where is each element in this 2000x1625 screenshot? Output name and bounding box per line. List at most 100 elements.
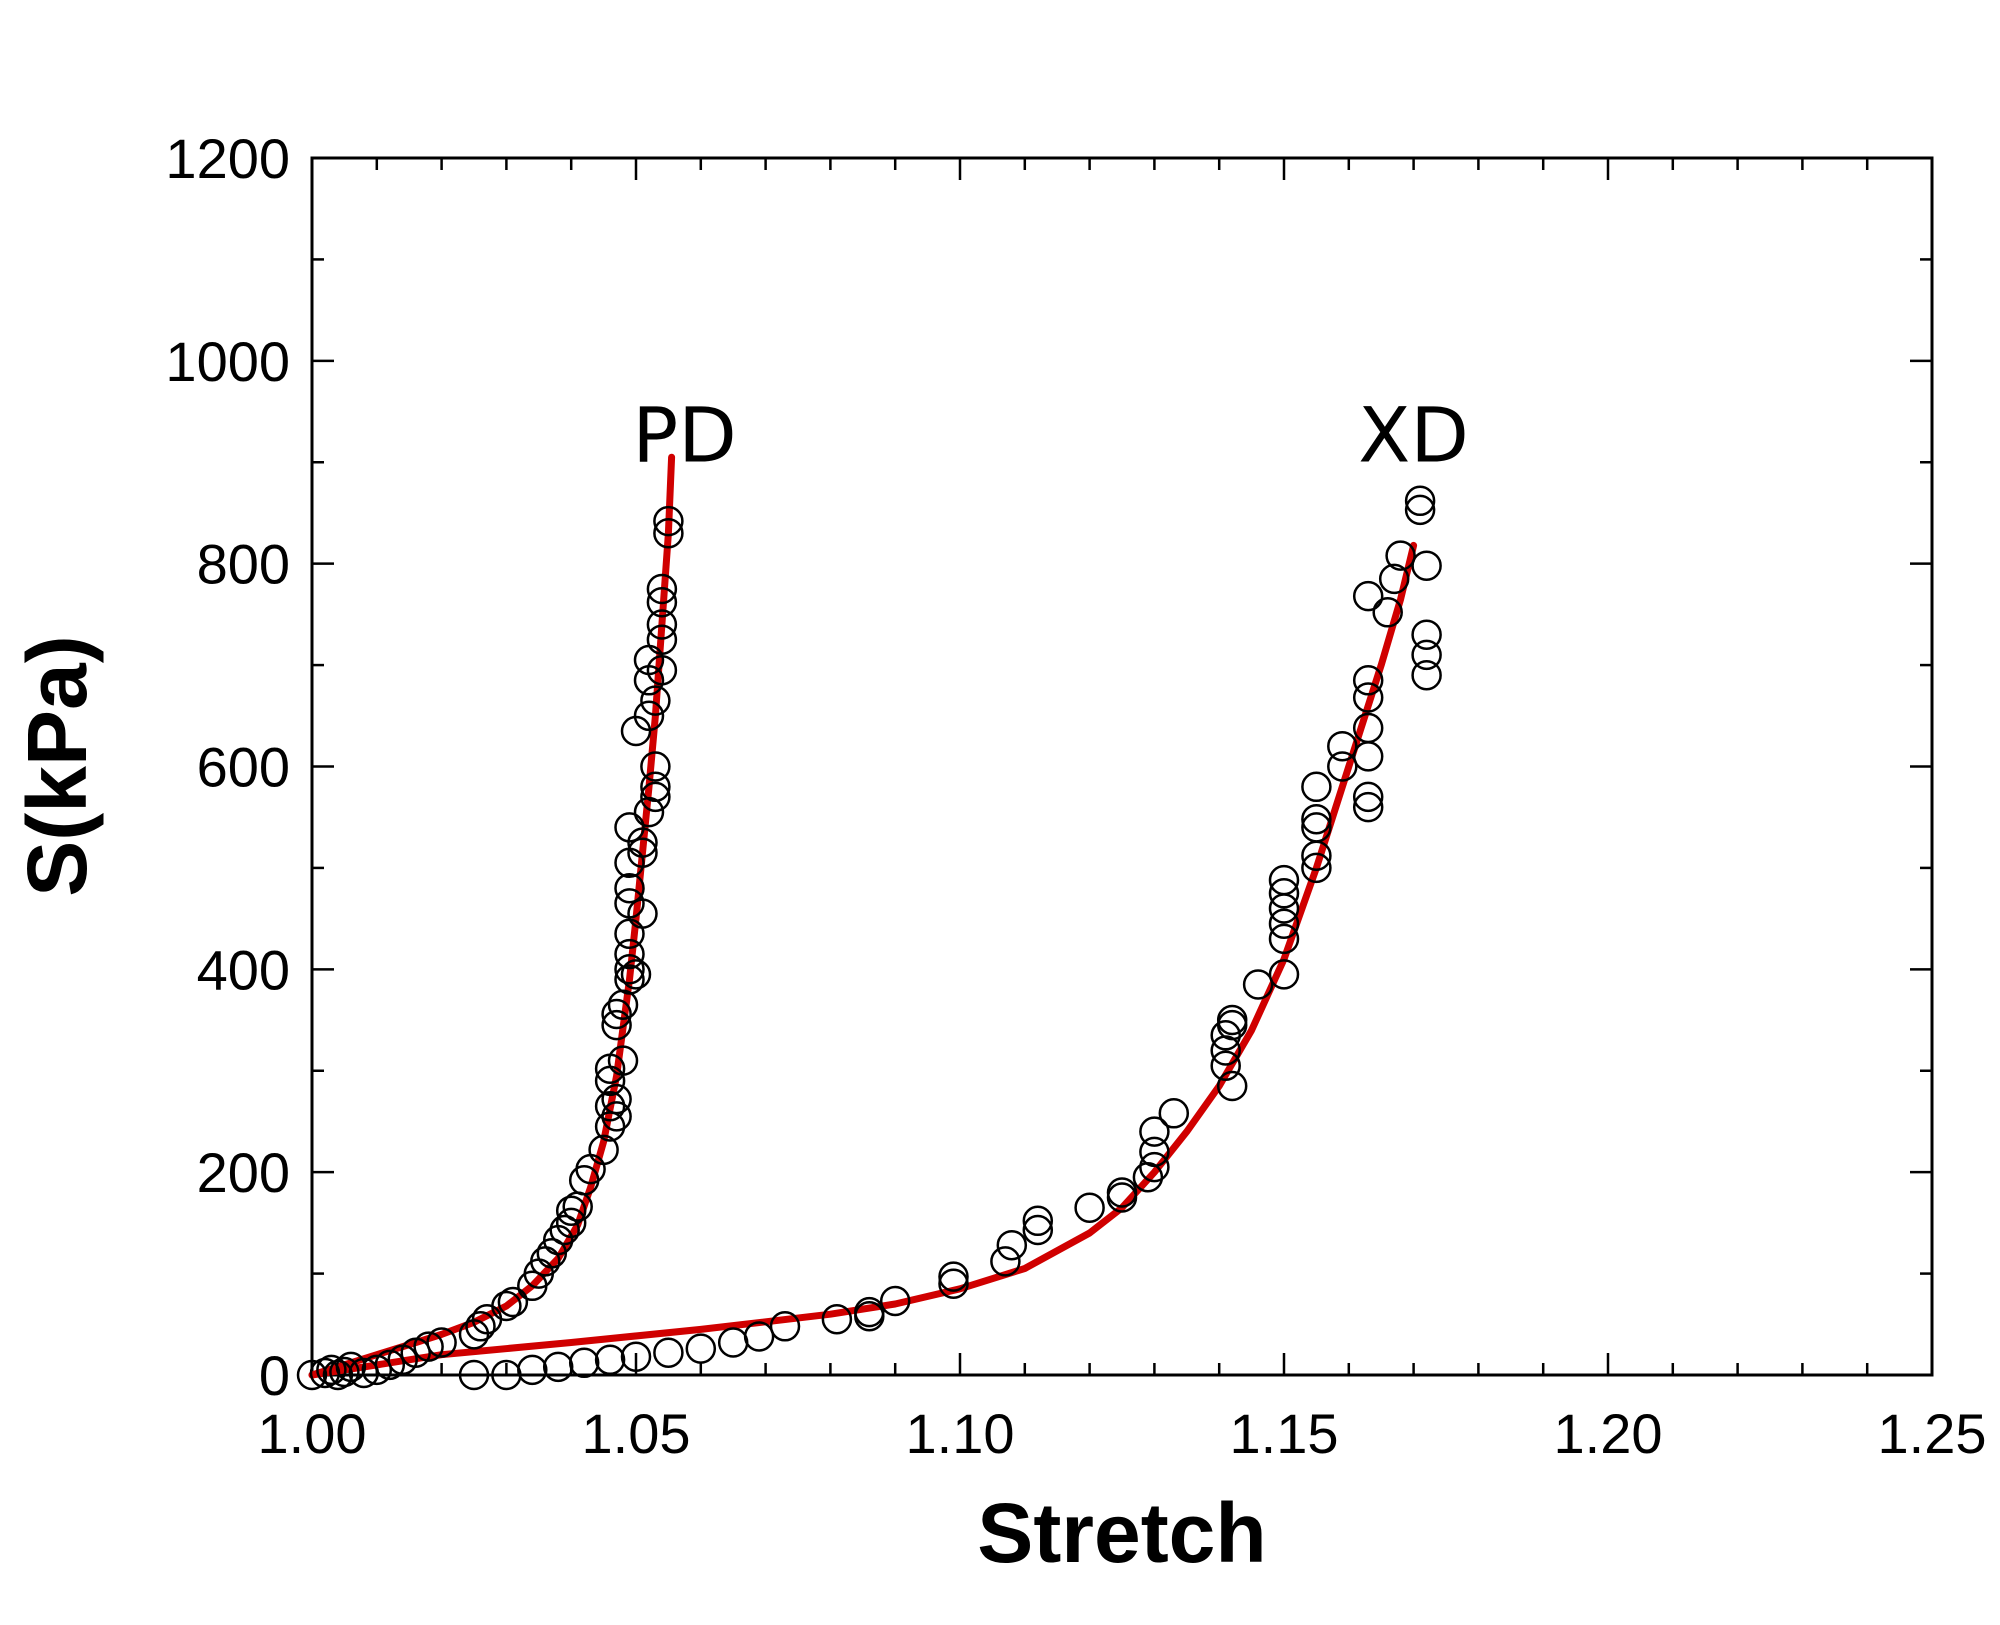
data-point-marker — [614, 938, 645, 970]
data-point-marker — [517, 1354, 548, 1386]
data-point-marker — [685, 1333, 717, 1364]
data-point-marker — [1158, 1098, 1190, 1129]
data-point-marker — [769, 1311, 801, 1342]
data-point-marker — [361, 1354, 393, 1386]
data-point-marker — [329, 1356, 360, 1388]
data-point-marker — [1301, 852, 1332, 884]
data-point-marker — [821, 1303, 853, 1335]
y-tick-label: 0 — [259, 1344, 290, 1407]
plot-frame — [310, 156, 1934, 1377]
curve-annotations: PD XD — [632, 391, 1468, 480]
fit-curve-xd — [308, 541, 1418, 1379]
tick-labels: 1.00 1.05 1.10 1.15 1.20 1.25 0 200 400 600 800 100… — [165, 127, 1986, 1465]
data-point-marker — [1301, 803, 1332, 835]
data-point-marker — [1327, 751, 1358, 782]
x-tick-label: 1.25 — [1878, 1402, 1987, 1465]
data-point-marker — [1301, 812, 1332, 843]
data-point-marker — [1022, 1214, 1054, 1246]
data-point-marker — [614, 964, 645, 995]
data-point-marker — [594, 1344, 626, 1376]
data-point-marker — [607, 1045, 639, 1076]
data-point-marker — [426, 1327, 457, 1358]
annotation-pd: PD — [632, 391, 736, 480]
data-point-marker — [1139, 1116, 1170, 1147]
data-point-marker — [296, 1359, 328, 1391]
data-point-marker — [594, 1090, 626, 1122]
data-point-marker — [1216, 1004, 1248, 1036]
data-point-marker — [1352, 580, 1384, 612]
data-point-marker — [614, 872, 645, 904]
data-point-marker — [549, 1214, 580, 1246]
data-point-marker — [413, 1331, 444, 1362]
data-point-marker — [717, 1327, 749, 1358]
data-point-marker — [1352, 741, 1384, 772]
data-point-marker — [1106, 1177, 1138, 1208]
data-point-marker — [1352, 781, 1384, 813]
data-point-marker — [614, 918, 645, 950]
data-point-marker — [653, 517, 684, 549]
data-point-marker — [1074, 1192, 1105, 1223]
x-tick-label: 1.05 — [582, 1402, 691, 1465]
data-point-marker — [1268, 959, 1300, 990]
data-point-marker — [1404, 485, 1436, 517]
data-point-marker — [1242, 969, 1274, 1000]
data-point-marker — [1268, 923, 1300, 955]
y-tick-label: 1200 — [165, 127, 290, 190]
y-tick-label: 1000 — [165, 330, 290, 393]
data-point-marker — [465, 1311, 496, 1342]
data-point-marker — [497, 1286, 529, 1318]
axis-ticks — [310, 156, 1934, 1377]
fit-curve-pd — [308, 453, 676, 1379]
data-point-marker — [1268, 864, 1300, 896]
data-point-marker — [1378, 563, 1410, 595]
annotation-xd: XD — [1358, 391, 1469, 480]
data-point-marker — [458, 1359, 490, 1391]
data-markers — [296, 485, 1442, 1391]
data-point-marker — [640, 751, 671, 782]
data-point-marker — [601, 998, 632, 1030]
data-point-marker — [568, 1347, 600, 1379]
data-point-marker — [601, 1009, 632, 1041]
x-tick-label: 1.00 — [258, 1402, 367, 1465]
data-point-marker — [555, 1207, 587, 1239]
data-point-marker — [620, 1341, 652, 1372]
data-point-marker — [938, 1261, 969, 1292]
data-point-marker — [1352, 712, 1384, 744]
data-point-marker — [588, 1134, 619, 1166]
x-axis-title: Stretch — [977, 1486, 1266, 1580]
data-point-marker — [601, 1083, 632, 1115]
data-point-marker — [316, 1354, 347, 1386]
x-tick-label: 1.15 — [1230, 1402, 1339, 1465]
data-point-marker — [653, 505, 684, 537]
data-point-marker — [1327, 730, 1358, 762]
data-point-marker — [1372, 597, 1403, 628]
data-point-marker — [627, 827, 658, 858]
data-point-marker — [1411, 619, 1442, 650]
data-point-marker — [1352, 682, 1384, 713]
data-point-marker — [1411, 639, 1442, 671]
data-point-marker — [990, 1246, 1021, 1277]
x-tick-label: 1.10 — [906, 1402, 1015, 1465]
data-point-marker — [1352, 665, 1384, 696]
y-tick-label: 600 — [197, 736, 290, 799]
data-point-marker — [1385, 540, 1416, 571]
data-point-marker — [646, 609, 678, 640]
data-point-marker — [646, 586, 678, 618]
data-point-marker — [1352, 791, 1384, 823]
data-point-marker — [1301, 771, 1332, 803]
data-point-marker — [938, 1268, 969, 1299]
data-point-marker — [1411, 659, 1442, 691]
data-point-marker — [640, 781, 671, 813]
data-point-marker — [996, 1229, 1028, 1261]
y-tick-label: 400 — [197, 938, 290, 1001]
data-point-marker — [640, 685, 671, 716]
data-point-marker — [627, 898, 658, 929]
data-point-marker — [1139, 1136, 1170, 1168]
data-point-marker — [614, 954, 645, 985]
data-point-marker — [374, 1349, 406, 1381]
data-point-marker — [491, 1290, 522, 1322]
data-point-marker — [1139, 1151, 1170, 1183]
y-axis-title: S(kPa) — [10, 635, 104, 896]
data-point-marker — [646, 624, 678, 655]
